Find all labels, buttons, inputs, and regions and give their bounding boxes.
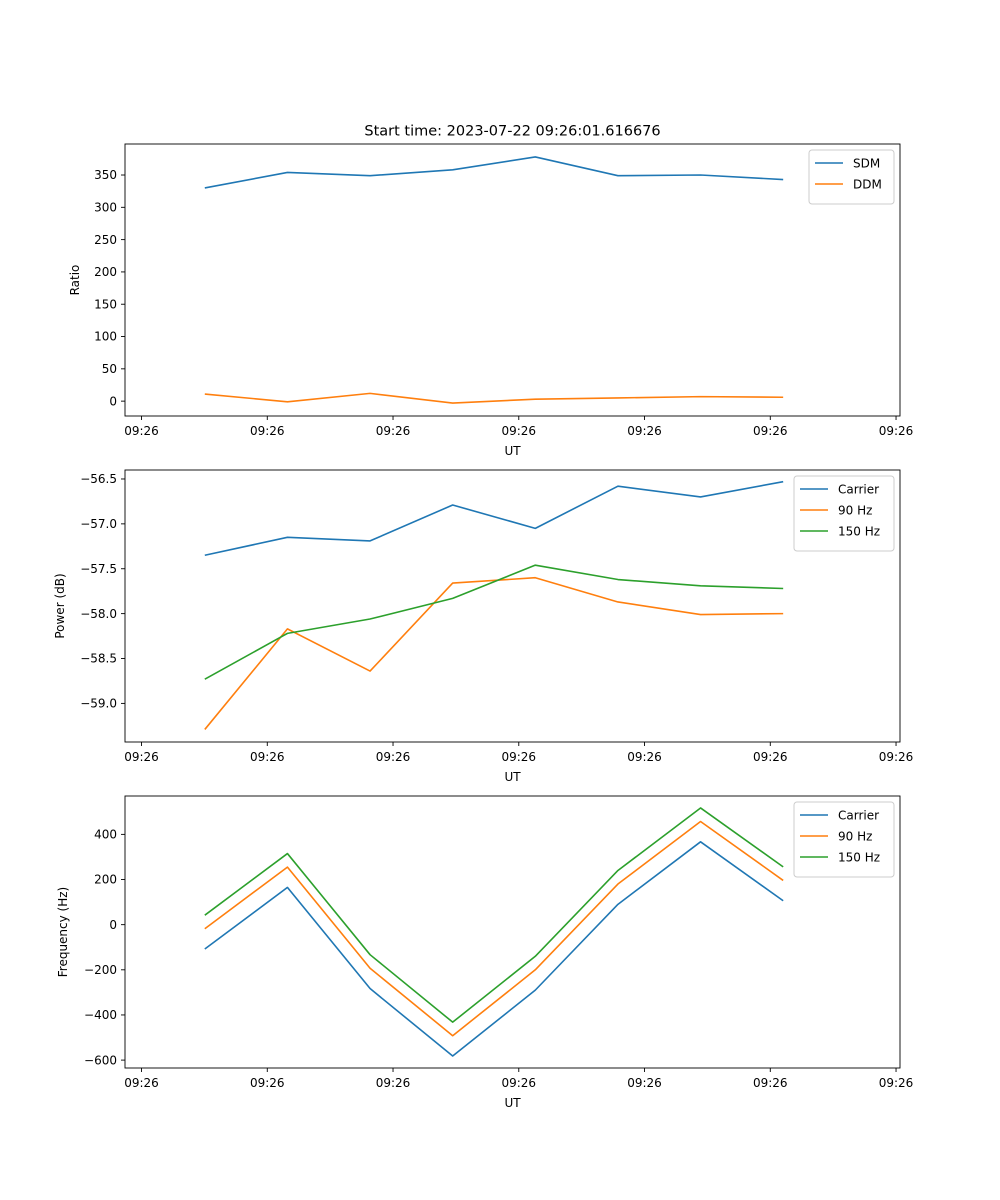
y-tick-label: −59.0 xyxy=(80,697,117,711)
y-tick-label: 0 xyxy=(109,394,117,408)
series-line-ddm xyxy=(204,392,784,404)
y-tick-label: −58.5 xyxy=(80,652,117,666)
x-tick-label: 09:26 xyxy=(753,424,788,438)
series-line-carrier xyxy=(204,841,784,1057)
axes-frame xyxy=(124,795,901,1069)
legend-label: 90 Hz xyxy=(838,503,872,517)
axes-frame xyxy=(124,469,901,743)
x-tick-label: 09:26 xyxy=(627,750,662,764)
x-tick-label: 09:26 xyxy=(376,424,411,438)
legend-label: 90 Hz xyxy=(838,829,872,843)
y-tick-label: 200 xyxy=(94,265,117,279)
legend-label: SDM xyxy=(853,156,880,170)
legend-label: Carrier xyxy=(838,482,879,496)
y-tick-label: 350 xyxy=(94,168,117,182)
y-tick-label: 50 xyxy=(102,362,117,376)
x-tick-label: 09:26 xyxy=(501,1076,536,1090)
y-tick-label: −56.5 xyxy=(80,472,117,486)
series-line-carrier xyxy=(204,480,784,557)
y-tick-label: −200 xyxy=(84,963,117,977)
y-tick-label: −57.0 xyxy=(80,517,117,531)
legend-box xyxy=(793,801,895,878)
panel-1: 09:26 09:26 09:26 09:26 09:26 09:26 09:26 UT 0 50… xyxy=(68,143,914,458)
x-tick-label: 09:26 xyxy=(376,750,411,764)
y-tick-label: −600 xyxy=(84,1053,117,1067)
x-tick-label: 09:26 xyxy=(753,1076,788,1090)
panel-2: 09:26 09:26 09:26 09:26 09:26 09:26 09:26 UT −59… xyxy=(53,469,914,784)
x-tick-label: 09:26 xyxy=(124,1076,159,1090)
series-line-sdm xyxy=(204,156,784,189)
y-tick-label: 100 xyxy=(94,330,117,344)
y-tick-label: −57.5 xyxy=(80,562,117,576)
legend-label: Carrier xyxy=(838,808,879,822)
y-axis-label: Ratio xyxy=(68,265,82,296)
axes-frame xyxy=(124,143,901,417)
x-tick-label: 09:26 xyxy=(124,750,159,764)
y-axis-label: Frequency (Hz) xyxy=(56,887,70,978)
x-tick-label: 09:26 xyxy=(879,1076,914,1090)
y-tick-label: 250 xyxy=(94,233,117,247)
legend-box xyxy=(793,475,895,552)
y-tick-label: −58.0 xyxy=(80,607,117,621)
legend-label: 150 Hz xyxy=(838,524,880,538)
x-tick-label: 09:26 xyxy=(753,750,788,764)
x-axis-label: UT xyxy=(504,1096,521,1110)
x-tick-label: 09:26 xyxy=(627,424,662,438)
x-tick-label: 09:26 xyxy=(879,750,914,764)
legend: Carrier 90 Hz 150 Hz xyxy=(793,475,895,552)
chart-title: Start time: 2023-07-22 09:26:01.616676 xyxy=(364,124,660,140)
x-axis-label: UT xyxy=(504,770,521,784)
x-axis-label: UT xyxy=(504,444,521,458)
series-line-90-hz xyxy=(204,820,784,1037)
y-tick-label: 0 xyxy=(109,918,117,932)
y-tick-label: 150 xyxy=(94,297,117,311)
legend: SDM DDM xyxy=(808,149,895,205)
x-tick-label: 09:26 xyxy=(501,750,536,764)
x-tick-label: 09:26 xyxy=(501,424,536,438)
x-tick-label: 09:26 xyxy=(124,424,159,438)
series-line-150-hz xyxy=(204,564,784,680)
x-tick-label: 09:26 xyxy=(376,1076,411,1090)
legend-label: 150 Hz xyxy=(838,850,880,864)
series-line-90-hz xyxy=(204,576,784,730)
x-tick-label: 09:26 xyxy=(627,1076,662,1090)
panel-3: 09:26 09:26 09:26 09:26 09:26 09:26 09:26 UT −60… xyxy=(56,795,914,1110)
x-tick-label: 09:26 xyxy=(879,424,914,438)
x-tick-label: 09:26 xyxy=(250,1076,285,1090)
y-tick-label: 400 xyxy=(94,828,117,842)
x-tick-label: 09:26 xyxy=(250,750,285,764)
y-tick-label: 300 xyxy=(94,201,117,215)
y-tick-label: 200 xyxy=(94,873,117,887)
legend-label: DDM xyxy=(853,177,882,191)
legend: Carrier 90 Hz 150 Hz xyxy=(793,801,895,878)
x-tick-label: 09:26 xyxy=(250,424,285,438)
series-line-150-hz xyxy=(204,807,784,1023)
y-tick-label: −400 xyxy=(84,1008,117,1022)
y-axis-label: Power (dB) xyxy=(53,573,67,638)
